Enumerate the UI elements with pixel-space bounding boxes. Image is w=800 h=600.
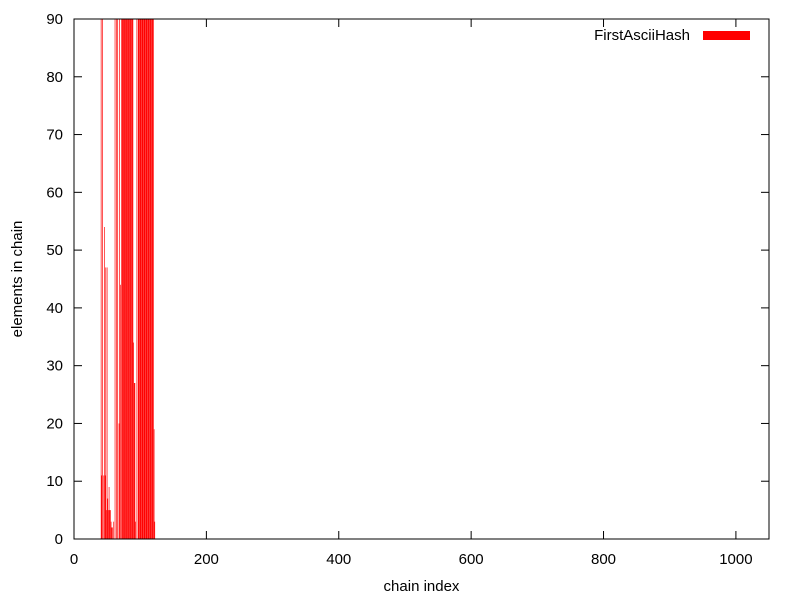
bar [118,423,120,539]
x-tick-label: 600 [459,551,484,568]
bar [103,475,105,539]
bar [135,521,136,539]
x-tick-label: 200 [194,551,219,568]
x-tick-label: 800 [591,551,616,568]
bar [131,19,133,539]
bar [127,19,128,539]
bar [132,19,134,539]
bar [117,19,119,539]
bar [111,527,113,539]
bar [143,19,145,539]
bar [105,267,107,539]
bar [124,19,126,539]
bar [110,521,112,539]
bar [139,19,141,539]
y-tick-label: 70 [46,127,63,144]
bar [108,487,110,539]
bar [149,19,150,539]
bar [141,19,143,539]
y-tick-label: 40 [46,300,63,317]
bar [136,19,138,539]
x-axis-title: chain index [384,578,460,595]
bar [128,19,130,539]
y-tick-label: 10 [46,473,63,490]
bar [148,19,150,539]
bar [137,19,139,539]
bar [125,19,126,539]
bar [154,521,156,539]
y-tick-label: 90 [46,11,63,28]
legend: FirstAsciiHash [594,27,750,44]
bar [102,19,103,539]
bar [125,19,127,539]
bar [151,19,153,539]
bar [147,19,148,539]
bar [149,19,151,539]
bar [112,527,113,539]
bar [129,19,130,539]
bar [139,19,140,539]
bar [145,19,146,539]
bar [133,383,135,539]
bar [109,510,111,539]
x-tick-label: 0 [70,551,78,568]
bar [106,510,107,539]
bar [100,19,102,539]
bar [106,267,108,539]
bar [140,19,142,539]
bar [152,19,154,539]
bar [127,19,129,539]
bar [147,19,149,539]
bar [145,19,147,539]
bar [153,19,154,539]
bar [146,19,148,539]
bar [131,19,132,539]
bar [126,19,128,539]
ticks-group: 0 200 400 600 800 1000 0 10 20 30 40 50 60 70 80 90 [46,11,769,568]
bar [150,19,152,539]
x-tick-label: 400 [326,551,351,568]
bar [134,383,136,539]
bars-group [100,19,156,539]
y-tick-label: 60 [46,184,63,201]
bar [144,19,146,539]
y-axis-title: elements in chain [9,221,26,338]
bar [114,19,116,539]
legend-label: FirstAsciiHash [594,27,690,44]
bar [121,19,123,539]
bar [153,429,155,539]
y-tick-label: 0 [55,531,63,548]
bar [107,498,109,539]
bar [123,19,124,539]
bar [110,510,111,539]
bar [133,342,134,539]
bar [129,19,131,539]
bar [119,19,121,539]
bar [138,19,140,539]
x-tick-label: 1000 [719,551,752,568]
y-tick-label: 20 [46,415,63,432]
y-tick-label: 30 [46,358,63,375]
bar [120,284,121,539]
bar [113,521,115,539]
bar [104,227,105,539]
bar [142,19,144,539]
bar [121,19,122,539]
bar [108,510,109,539]
bar [123,19,125,539]
bar [143,19,144,539]
bar [122,19,124,539]
bar [104,475,106,539]
y-tick-label: 80 [46,69,63,86]
plot-frame [73,18,770,540]
bar [130,19,132,539]
y-tick-label: 50 [46,242,63,259]
bar [101,475,103,539]
bar [151,19,152,539]
legend-swatch [703,31,750,40]
bar [116,19,117,539]
bar [141,19,142,539]
